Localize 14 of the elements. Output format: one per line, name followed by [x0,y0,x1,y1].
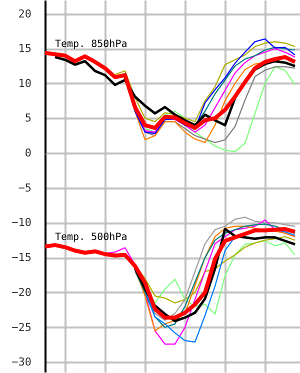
y-tick-label: 20 [18,7,32,20]
y-tick-label: 5 [24,112,32,125]
annotation: Temp. 500hPa [55,232,128,243]
line-series [45,227,297,320]
y-tick-label: −15 [12,251,32,264]
y-tick-label: −5 [18,181,32,194]
annotation: Temp. 850hPa [55,39,128,50]
y-tick-label: 15 [18,42,32,56]
y-tick-label: −25 [12,320,32,334]
y-tick-label: −10 [12,216,32,230]
y-tick-label: 0 [24,146,32,160]
y-tick-label: −20 [12,286,32,299]
y-tick-label: 10 [18,76,32,90]
y-tick-label: −30 [12,356,32,369]
